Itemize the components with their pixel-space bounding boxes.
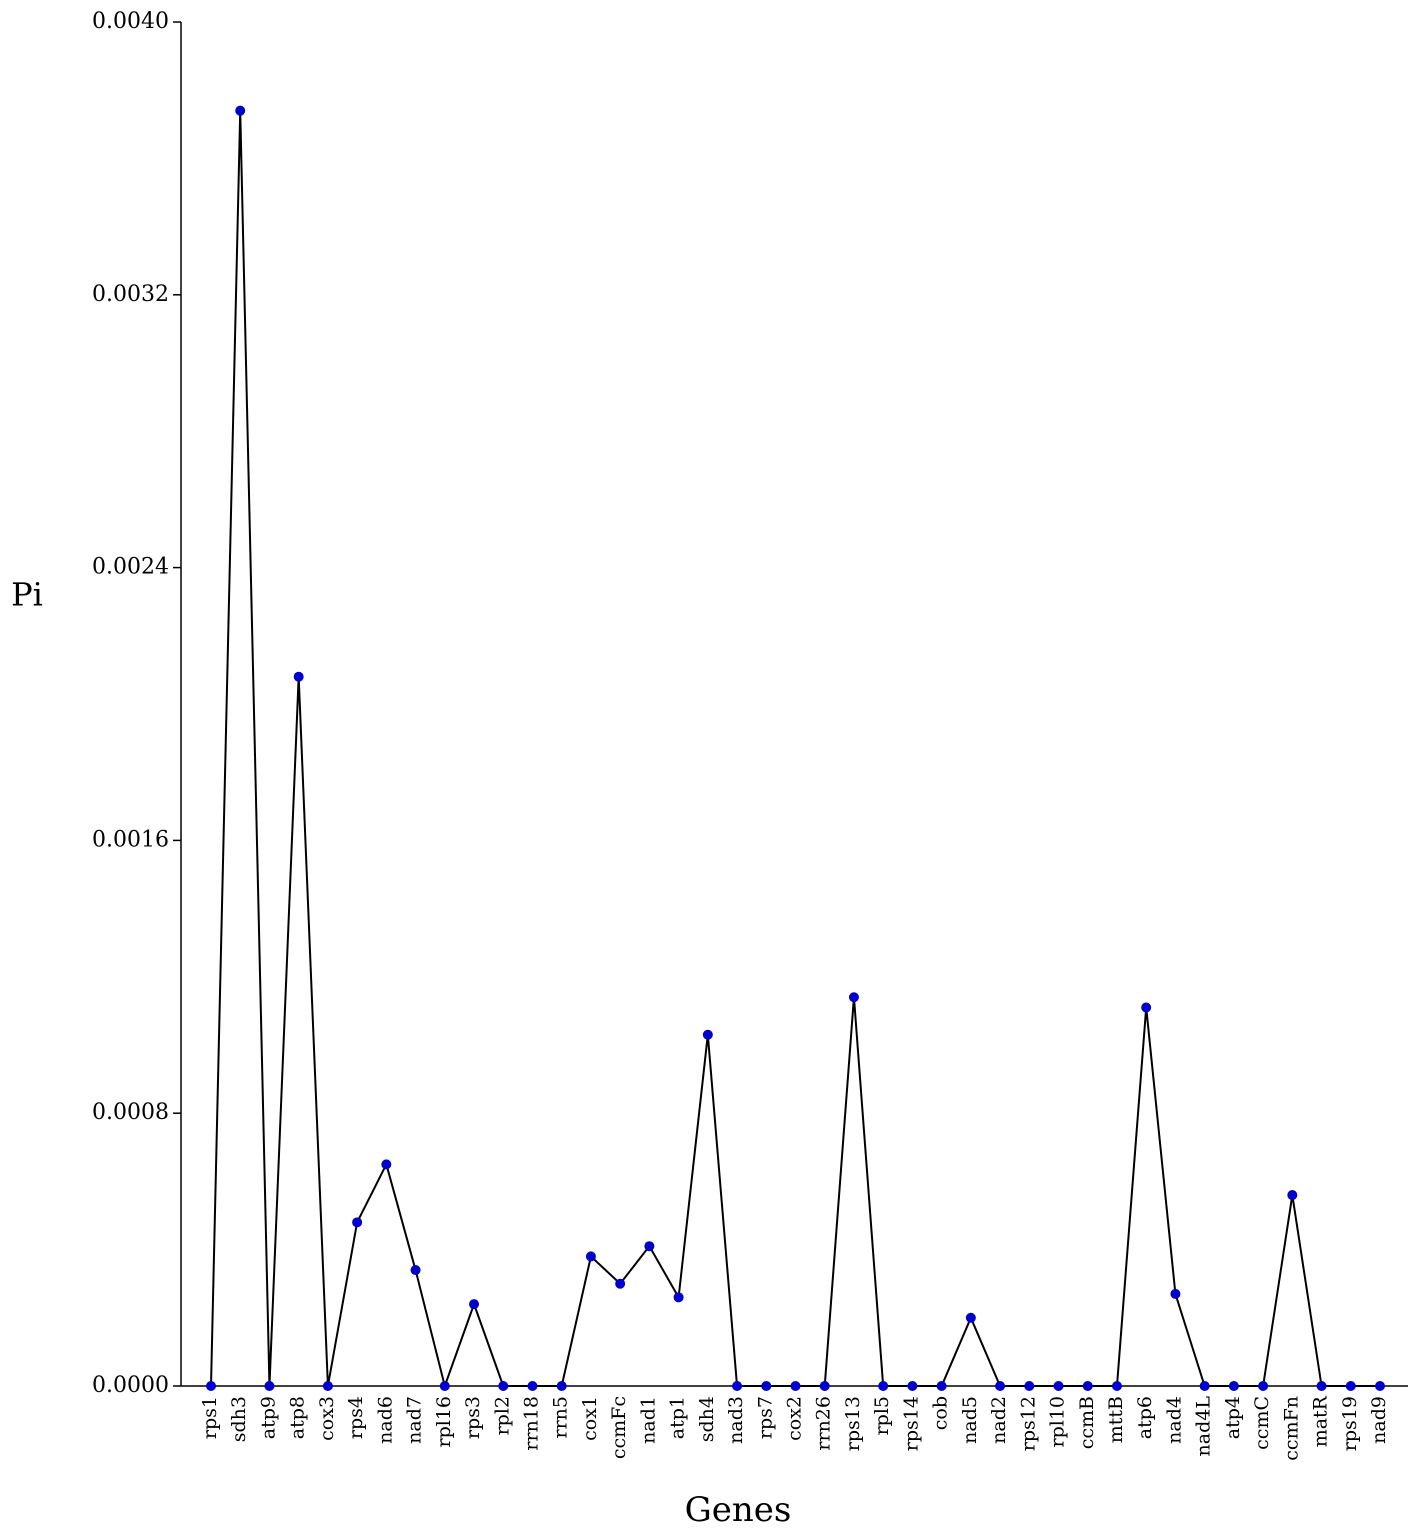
x-tick-label: rps7	[754, 1396, 776, 1439]
x-tick-label: ccmFn	[1280, 1396, 1302, 1461]
x-tick-label: rpl5	[871, 1396, 893, 1435]
x-tick-label: rps13	[842, 1396, 864, 1451]
x-tick-label: matR	[1310, 1395, 1332, 1447]
x-tick-label: rpl2	[491, 1396, 513, 1435]
line	[210, 110, 1380, 1390]
point	[1024, 1381, 1035, 1391]
point	[1199, 1381, 1210, 1391]
x-tick-label: ccmFc	[608, 1396, 630, 1459]
x-tick-label: rps1	[199, 1396, 221, 1439]
point	[1345, 1381, 1356, 1391]
point	[819, 1381, 830, 1391]
x-tick-label: cox1	[579, 1396, 601, 1441]
point	[1287, 1190, 1298, 1201]
x-tick-label: rrn5	[550, 1396, 572, 1439]
point	[322, 1381, 333, 1391]
point	[732, 1381, 743, 1391]
point	[235, 105, 246, 116]
x-tick-label: rps19	[1339, 1396, 1361, 1451]
point	[439, 1381, 450, 1391]
x-tick-label: atp1	[667, 1396, 689, 1439]
x-tick-label: rps3	[462, 1396, 484, 1439]
point	[790, 1381, 801, 1391]
x-axis-label: Genes	[685, 1490, 792, 1530]
x-tick-label: rps14	[900, 1396, 922, 1451]
y-tick-label: 0.0008	[92, 1100, 169, 1125]
x-tick-label: ccmC	[1251, 1396, 1273, 1450]
point	[761, 1381, 772, 1391]
point	[1228, 1381, 1239, 1391]
point	[1082, 1381, 1093, 1391]
point	[1375, 1381, 1385, 1391]
point	[206, 1381, 216, 1391]
point	[936, 1381, 947, 1391]
x-tick-label: nad4	[1163, 1396, 1185, 1444]
x-tick-label: rrn26	[813, 1396, 835, 1451]
point	[965, 1312, 976, 1323]
point	[410, 1265, 421, 1276]
x-tick-label: sdh3	[228, 1396, 250, 1442]
point	[1258, 1381, 1269, 1391]
x-tick-label: atp6	[1134, 1396, 1156, 1439]
point	[1111, 1381, 1122, 1391]
point	[527, 1381, 538, 1391]
point	[1053, 1381, 1064, 1391]
point	[293, 671, 304, 682]
x-tick-label: nad3	[725, 1396, 747, 1444]
x-tick-label: rps4	[345, 1396, 367, 1439]
x-tick-label: rrn18	[520, 1396, 542, 1451]
x-tick-label: nad6	[374, 1396, 396, 1444]
x-tick-label: rpl10	[1047, 1396, 1069, 1448]
x-tick-label: atp8	[287, 1396, 309, 1439]
point	[556, 1381, 567, 1391]
point	[907, 1381, 918, 1391]
point	[1141, 1002, 1152, 1013]
point	[673, 1292, 684, 1303]
point	[498, 1381, 509, 1391]
x-tick-label: cox3	[316, 1396, 338, 1441]
x-tick-label: nad5	[959, 1396, 981, 1444]
x-tick-label: mttB	[1105, 1396, 1127, 1443]
x-tick-label: rpl16	[433, 1396, 455, 1448]
x-tick-label: nad1	[637, 1396, 659, 1444]
point	[848, 992, 859, 1003]
point	[1170, 1288, 1181, 1299]
x-tick-label: nad9	[1368, 1396, 1390, 1444]
y-tick-label: 0.0040	[92, 9, 169, 34]
y-tick-label: 0.0016	[92, 827, 169, 852]
point	[702, 1029, 713, 1040]
point	[381, 1159, 392, 1170]
x-tick-label: rps12	[1017, 1396, 1039, 1451]
x-tick-label: ccmB	[1076, 1396, 1098, 1449]
x-tick-label: cob	[930, 1396, 952, 1430]
y-tick-label: 0.0000	[92, 1373, 169, 1398]
x-tick-label: nad2	[988, 1396, 1010, 1444]
point	[264, 1381, 275, 1391]
y-tick-label: 0.0032	[92, 282, 169, 307]
point	[615, 1278, 626, 1289]
point	[644, 1241, 655, 1252]
y-axis-label: Pi	[11, 576, 43, 614]
y-tick-label: 0.0024	[92, 555, 169, 580]
x-tick-label: sdh4	[696, 1396, 718, 1442]
point	[995, 1381, 1006, 1391]
x-tick-label: atp9	[257, 1396, 279, 1439]
point	[1316, 1381, 1327, 1391]
x-tick-label: cox2	[784, 1396, 806, 1441]
point	[878, 1381, 889, 1391]
x-tick-label: nad7	[404, 1396, 426, 1444]
point	[352, 1217, 363, 1228]
x-tick-label: nad4L	[1193, 1396, 1215, 1457]
point	[585, 1251, 596, 1262]
x-tick-label: atp4	[1222, 1396, 1244, 1439]
point	[469, 1299, 480, 1310]
